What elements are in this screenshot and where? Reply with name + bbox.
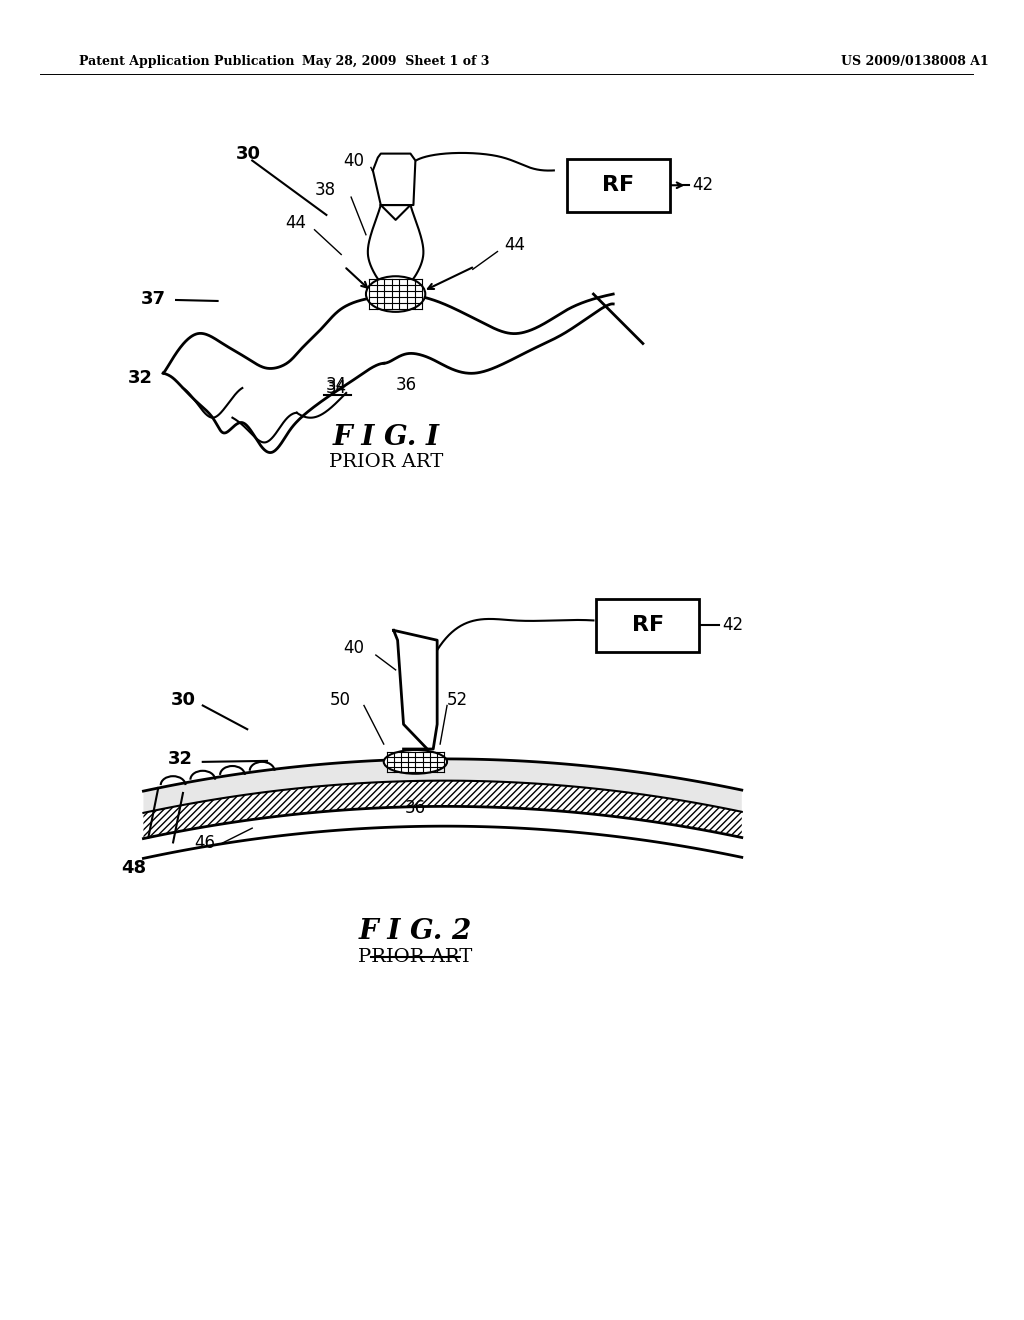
Text: 42: 42 [692, 177, 714, 194]
FancyBboxPatch shape [566, 158, 670, 213]
Text: RF: RF [602, 176, 634, 195]
Polygon shape [143, 780, 741, 838]
Text: US 2009/0138008 A1: US 2009/0138008 A1 [841, 55, 988, 69]
Text: PRIOR ART: PRIOR ART [329, 453, 443, 471]
Text: 48: 48 [121, 859, 146, 876]
Text: 40: 40 [343, 152, 364, 169]
Text: 30: 30 [171, 690, 196, 709]
Text: PRIOR ART: PRIOR ART [358, 948, 473, 966]
Text: 38: 38 [315, 181, 336, 199]
Ellipse shape [384, 750, 447, 774]
Polygon shape [403, 748, 427, 767]
Text: 30: 30 [236, 145, 260, 162]
Text: 32: 32 [168, 750, 193, 768]
Text: 44: 44 [286, 214, 306, 232]
Polygon shape [393, 631, 437, 748]
Text: 52: 52 [447, 690, 468, 709]
FancyBboxPatch shape [596, 599, 699, 652]
Ellipse shape [366, 276, 425, 312]
Text: Patent Application Publication: Patent Application Publication [79, 55, 295, 69]
Polygon shape [143, 759, 741, 813]
Text: RF: RF [632, 615, 664, 635]
Text: May 28, 2009  Sheet 1 of 3: May 28, 2009 Sheet 1 of 3 [302, 55, 489, 69]
Text: F I G. I: F I G. I [332, 424, 439, 451]
Text: 44: 44 [505, 235, 525, 253]
Text: 36: 36 [404, 800, 426, 817]
Text: 32: 32 [128, 370, 154, 387]
Text: 34: 34 [326, 379, 347, 397]
Text: 40: 40 [343, 639, 364, 657]
Text: 37: 37 [141, 290, 166, 308]
Text: F I G. 2: F I G. 2 [358, 919, 472, 945]
Text: 36: 36 [395, 376, 417, 395]
Text: 34: 34 [326, 376, 347, 395]
Text: 42: 42 [722, 616, 743, 635]
Polygon shape [381, 205, 411, 220]
Polygon shape [373, 153, 416, 205]
Text: 46: 46 [195, 834, 216, 851]
Text: 50: 50 [330, 690, 351, 709]
